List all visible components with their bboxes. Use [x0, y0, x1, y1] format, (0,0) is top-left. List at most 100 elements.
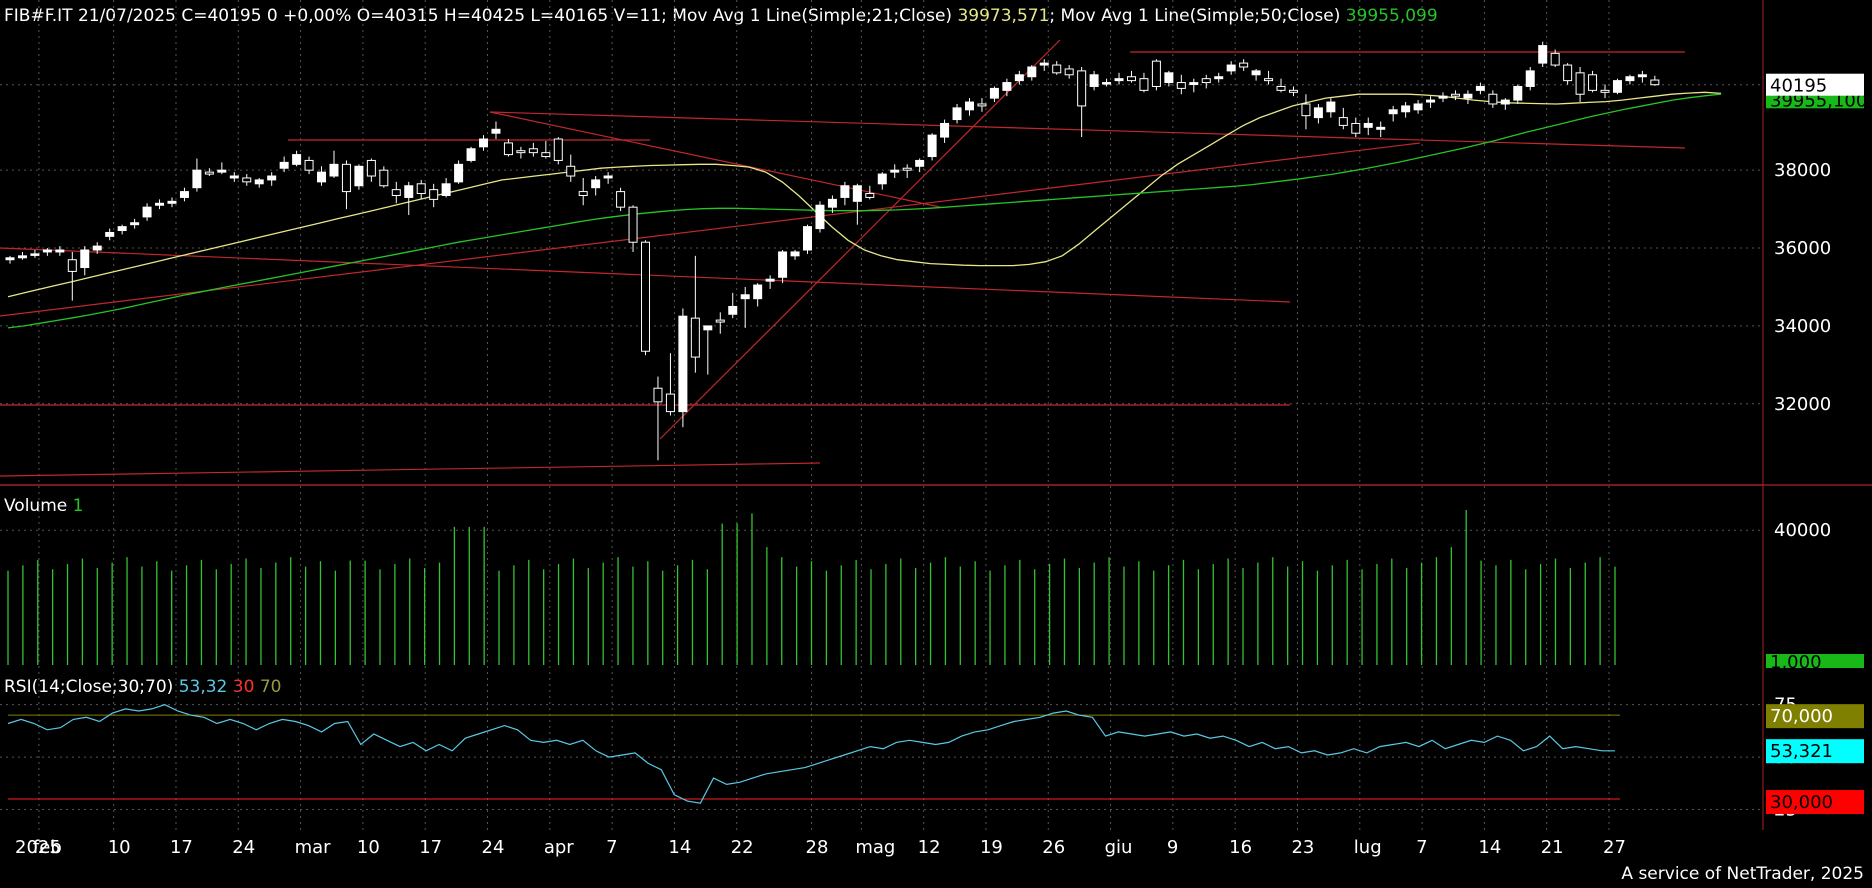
candle-body	[728, 305, 738, 315]
candle-body	[1575, 72, 1585, 95]
candle-body	[1463, 93, 1473, 99]
candle-body	[1288, 89, 1298, 93]
candle-body	[778, 251, 788, 278]
candle-body	[1376, 126, 1386, 130]
ma21-line	[7, 91, 1722, 298]
candle-body	[653, 387, 663, 403]
candle-body	[1064, 68, 1074, 76]
candle-body	[616, 191, 626, 208]
rsi-70-badge: 70,000	[1770, 706, 1833, 727]
candle-body	[1014, 74, 1024, 82]
candle-body	[279, 161, 289, 169]
trend-line	[489, 111, 1686, 149]
candle-body	[952, 107, 962, 121]
ma-polyline	[7, 93, 1722, 329]
candle-body	[703, 325, 713, 331]
candle-body	[528, 148, 538, 154]
candle-body	[454, 163, 464, 183]
x-tick-label: giu	[1105, 837, 1133, 858]
candle-body	[541, 152, 551, 158]
candle-body	[1388, 109, 1398, 115]
candle-body	[55, 249, 65, 253]
rsi-pane-label: RSI(14;Close;30;70) 53,32 30 70	[4, 677, 281, 697]
candle-body	[915, 159, 925, 167]
x-tick-label: 17	[170, 837, 193, 858]
candles	[5, 41, 1660, 461]
candle-body	[1625, 76, 1635, 82]
candle-body	[803, 226, 813, 251]
candle-body	[1126, 76, 1136, 82]
candle-body	[229, 175, 239, 179]
last-price-badge-bg	[1766, 73, 1864, 96]
candle-body	[641, 241, 651, 352]
candle-body	[1176, 82, 1186, 89]
candle-body	[1513, 85, 1523, 101]
candle-body	[267, 175, 277, 181]
volume-label: Volume	[4, 496, 68, 516]
x-tick-label: 9	[1167, 837, 1178, 858]
candle-body	[204, 171, 214, 175]
candle-body	[516, 150, 526, 154]
candle-body	[391, 189, 401, 196]
candle-body	[753, 284, 763, 300]
x-tick-label: 7	[1416, 837, 1427, 858]
candle-body	[890, 169, 900, 173]
candle-body	[877, 173, 887, 185]
x-tick-label: 23	[1291, 837, 1314, 858]
rsi-polyline	[7, 704, 1615, 804]
candle-body	[591, 179, 601, 189]
rsi-high: 70	[259, 677, 282, 697]
candle-body	[179, 191, 189, 198]
rsi-30-badge: 30,000	[1770, 792, 1833, 813]
y-tick-label: 32000	[1774, 394, 1831, 415]
rsi-label: RSI(14;Close;30;70)	[4, 677, 174, 697]
ma21-label: Mov Avg 1 Line(Simple;21;Close)	[672, 6, 953, 26]
candle-body	[1039, 62, 1049, 66]
candle-body	[1600, 89, 1610, 93]
candle-body	[1226, 64, 1236, 72]
candle-body	[1438, 95, 1448, 99]
candle-body	[30, 253, 40, 256]
candle-body	[366, 159, 376, 177]
candle-body	[1326, 101, 1336, 113]
candle-body	[902, 167, 912, 171]
candle-body	[1488, 93, 1498, 105]
ma-polyline	[7, 91, 1722, 298]
symbol-info: FIB#F.IT 21/07/2025 C=40195 0 +0,00% O=4…	[4, 6, 662, 26]
candle-body	[1475, 85, 1485, 91]
trend-line	[489, 111, 941, 208]
rsi-value-badge-bg	[1766, 739, 1864, 764]
separator-2: ;	[1049, 6, 1056, 26]
candle-body	[67, 259, 77, 272]
candle-body	[964, 101, 974, 111]
candle-body	[1276, 85, 1286, 91]
candle-body	[1401, 105, 1411, 113]
candle-body	[1239, 62, 1249, 68]
separator: ;	[661, 6, 667, 26]
candle-body	[578, 191, 588, 196]
candle-body	[940, 122, 950, 138]
x-tick-label: 16	[1229, 837, 1252, 858]
x-tick-label: mar	[295, 837, 332, 858]
x-tick-label: 21	[1541, 837, 1564, 858]
y-tick-label: 38000	[1774, 160, 1831, 181]
candle-body	[441, 183, 451, 196]
x-tick-label: 14	[1478, 837, 1501, 858]
candle-body	[1264, 78, 1274, 82]
x-tick-label: 19	[980, 837, 1003, 858]
x-tick-label: lug	[1354, 837, 1382, 858]
candle-body	[1538, 45, 1548, 64]
candle-body	[1612, 80, 1622, 93]
x-tick-label: 14	[668, 837, 691, 858]
candle-body	[491, 128, 501, 134]
candle-body	[105, 231, 115, 237]
candle-body	[142, 206, 152, 218]
candle-body	[840, 185, 850, 198]
x-tick-label: 10	[357, 837, 380, 858]
candle-body	[566, 165, 576, 177]
trend-lines	[0, 39, 1872, 486]
y-tick-label: 36000	[1774, 238, 1831, 259]
ma-badge-bg	[1766, 92, 1864, 109]
